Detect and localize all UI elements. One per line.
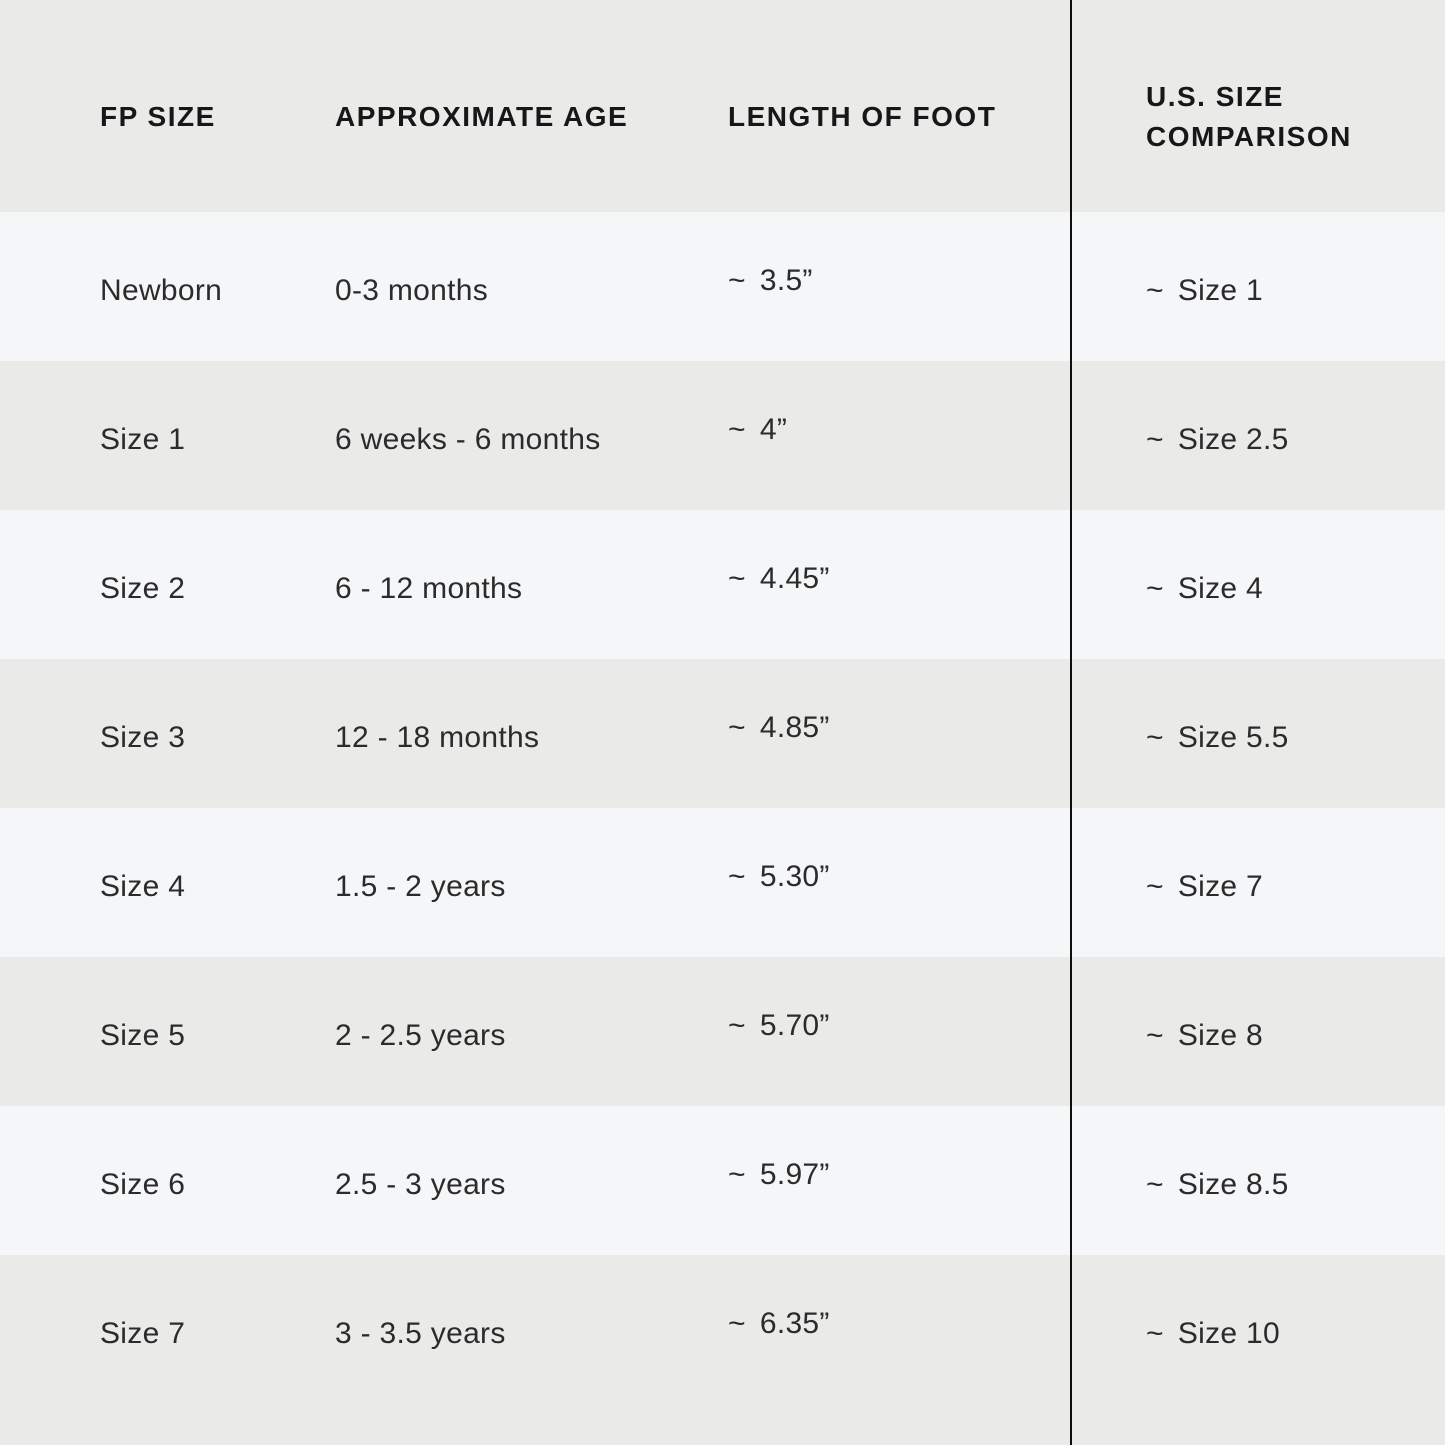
foot-length-cell: ~4.85” [725,659,1070,808]
approx-tilde: ~ [1146,869,1164,903]
approx-tilde: ~ [728,1306,746,1340]
table-row: Size 6 2.5 - 3 years ~5.97” ~ Size 8.5 [0,1106,1445,1255]
us-size-value: Size 2.5 [1177,422,1289,456]
column-header-length-of-foot: LENGTH OF FOOT [725,0,1070,212]
us-size-cell: ~ Size 8 [1070,957,1445,1106]
age-value: 0-3 months [335,273,489,307]
table-row: Size 2 6 - 12 months ~4.45” ~ Size 4 [0,510,1445,659]
us-size-value: Size 1 [1177,273,1264,307]
us-size-cell: ~ Size 10 [1070,1255,1445,1445]
fp-size-cell: Size 4 [0,808,335,957]
table-row: Size 4 1.5 - 2 years ~5.30” ~ Size 7 [0,808,1445,957]
approx-tilde: ~ [1146,571,1164,605]
foot-length-cell: ~5.97” [725,1106,1070,1255]
header-row: FP SIZE APPROXIMATE AGE LENGTH OF FOOT U… [0,0,1445,212]
age-value: 1.5 - 2 years [335,869,506,903]
age-cell: 2.5 - 3 years [335,1106,725,1255]
table-row: Size 7 3 - 3.5 years ~6.35” ~ Size 10 [0,1255,1445,1445]
age-value: 2 - 2.5 years [335,1018,506,1052]
age-cell: 3 - 3.5 years [335,1255,725,1445]
approx-tilde: ~ [1146,720,1164,754]
age-cell: 2 - 2.5 years [335,957,725,1106]
age-cell: 6 weeks - 6 months [335,361,725,510]
foot-length-cell: ~3.5” [725,212,1070,361]
fp-size-value: Newborn [100,273,223,307]
foot-length-cell: ~6.35” [725,1255,1070,1445]
column-header-label: APPROXIMATE AGE [335,101,629,132]
approx-tilde: ~ [728,1008,746,1042]
age-value: 2.5 - 3 years [335,1167,506,1201]
fp-size-cell: Size 5 [0,957,335,1106]
column-header-fp-size: FP SIZE [0,0,335,212]
foot-length-value: 6.35” [759,1306,830,1340]
fp-size-value: Size 7 [100,1316,186,1350]
foot-length-value: 3.5” [759,263,813,297]
approx-tilde: ~ [728,561,746,595]
age-value: 3 - 3.5 years [335,1316,506,1350]
age-cell: 0-3 months [335,212,725,361]
fp-size-cell: Size 7 [0,1255,335,1445]
approx-tilde: ~ [728,1157,746,1191]
foot-length-cell: ~4.45” [725,510,1070,659]
fp-size-cell: Size 6 [0,1106,335,1255]
table-row: Newborn 0-3 months ~3.5” ~ Size 1 [0,212,1445,361]
foot-length-value: 4.45” [759,561,830,595]
column-header-label: U.S. SIZE COMPARISON [1146,81,1352,152]
approx-tilde: ~ [1146,1018,1164,1052]
table-row: Size 3 12 - 18 months ~4.85” ~ Size 5.5 [0,659,1445,808]
us-size-value: Size 8 [1177,1018,1264,1052]
us-size-cell: ~ Size 7 [1070,808,1445,957]
approx-tilde: ~ [1146,1316,1164,1350]
us-size-value: Size 4 [1177,571,1264,605]
us-size-value: Size 5.5 [1177,720,1289,754]
us-size-value: Size 7 [1177,869,1264,903]
fp-size-value: Size 2 [100,571,186,605]
age-cell: 12 - 18 months [335,659,725,808]
fp-size-cell: Size 3 [0,659,335,808]
fp-size-value: Size 1 [100,422,186,456]
us-size-value: Size 10 [1177,1316,1280,1350]
fp-size-value: Size 5 [100,1018,186,1052]
fp-size-value: Size 4 [100,869,186,903]
approx-tilde: ~ [1146,273,1164,307]
foot-length-cell: ~5.70” [725,957,1070,1106]
foot-length-value: 5.97” [759,1157,830,1191]
column-header-label: LENGTH OF FOOT [728,101,997,132]
column-header-approximate-age: APPROXIMATE AGE [335,0,725,212]
approx-tilde: ~ [1146,1167,1164,1201]
approx-tilde: ~ [728,263,746,297]
us-size-cell: ~ Size 1 [1070,212,1445,361]
age-cell: 1.5 - 2 years [335,808,725,957]
approx-tilde: ~ [728,412,746,446]
table-row: Size 5 2 - 2.5 years ~5.70” ~ Size 8 [0,957,1445,1106]
us-size-cell: ~ Size 4 [1070,510,1445,659]
foot-length-cell: ~5.30” [725,808,1070,957]
foot-length-value: 4.85” [759,710,830,744]
age-value: 12 - 18 months [335,720,540,754]
us-size-cell: ~ Size 5.5 [1070,659,1445,808]
fp-size-cell: Newborn [0,212,335,361]
fp-size-cell: Size 2 [0,510,335,659]
age-value: 6 weeks - 6 months [335,422,601,456]
foot-length-cell: ~4” [725,361,1070,510]
foot-length-value: 5.70” [759,1008,830,1042]
age-value: 6 - 12 months [335,571,523,605]
approx-tilde: ~ [1146,422,1164,456]
approx-tilde: ~ [728,710,746,744]
table-row: Size 1 6 weeks - 6 months ~4” ~ Size 2.5 [0,361,1445,510]
approx-tilde: ~ [728,859,746,893]
fp-size-value: Size 6 [100,1167,186,1201]
column-header-us-size-comparison: U.S. SIZE COMPARISON [1070,0,1445,212]
us-size-cell: ~ Size 2.5 [1070,361,1445,510]
foot-length-value: 5.30” [759,859,830,893]
us-size-cell: ~ Size 8.5 [1070,1106,1445,1255]
foot-length-value: 4” [759,412,788,446]
fp-size-cell: Size 1 [0,361,335,510]
age-cell: 6 - 12 months [335,510,725,659]
fp-size-value: Size 3 [100,720,186,754]
us-size-value: Size 8.5 [1177,1167,1289,1201]
column-header-label: FP SIZE [100,101,216,132]
